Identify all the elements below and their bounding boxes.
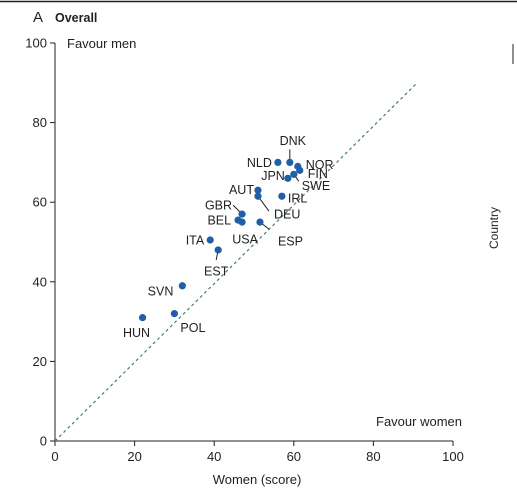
- point-label: ITA: [186, 234, 205, 248]
- point-label: SVN: [148, 284, 174, 298]
- point-label: NLD: [247, 156, 272, 170]
- data-point: [286, 158, 294, 166]
- data-point: [254, 186, 262, 194]
- ticks: 0 20 40 60 80 100 0 20 40 60 80 100: [25, 36, 464, 465]
- data-point: [138, 314, 147, 322]
- data-point: [296, 166, 304, 174]
- point-label: NOR: [306, 158, 334, 172]
- point-label: DNK: [280, 134, 307, 148]
- y-tick-label: 0: [40, 434, 47, 449]
- point-label: FIN: [308, 167, 328, 181]
- x-tick-label: 60: [287, 449, 301, 464]
- point-label: ESP: [278, 235, 303, 249]
- data-point: [170, 310, 178, 318]
- data-point: [274, 158, 282, 166]
- data-points: [138, 158, 304, 322]
- y-tick-label: 80: [33, 115, 47, 130]
- y-tick-label: 60: [33, 195, 47, 210]
- annotation-favour-women: Favour women: [376, 414, 462, 429]
- x-tick-label: 0: [51, 449, 58, 464]
- side-axis-label: Country: [487, 207, 501, 249]
- x-tick-label: 100: [442, 449, 464, 464]
- data-point: [206, 236, 214, 244]
- x-axis-label: Women (score): [213, 472, 302, 487]
- y-tick-label: 40: [33, 274, 47, 289]
- point-label: EST: [204, 264, 229, 278]
- point-label: SWE: [302, 179, 330, 193]
- point-label: GBR: [205, 199, 232, 213]
- y-tick-label: 100: [25, 36, 47, 51]
- point-label: AUT: [229, 183, 254, 197]
- point-label: JPN: [261, 169, 285, 183]
- point-label: USA: [232, 233, 258, 247]
- data-point: [256, 218, 264, 226]
- point-label: BEL: [207, 214, 231, 228]
- annotation-favour-men: Favour men: [67, 36, 136, 51]
- point-label: POL: [180, 321, 205, 335]
- panel-letter: A: [33, 9, 43, 26]
- x-tick-label: 80: [366, 449, 380, 464]
- reference-line: [54, 82, 418, 442]
- x-tick-label: 20: [127, 449, 141, 464]
- x-tick-label: 40: [207, 449, 221, 464]
- point-label: HUN: [123, 326, 150, 340]
- chart-title: Overall: [55, 11, 97, 25]
- point-label: DEU: [274, 208, 300, 222]
- data-point: [284, 174, 292, 182]
- axes: [54, 43, 453, 442]
- reference-line-group: [54, 82, 418, 442]
- data-point: [238, 218, 246, 226]
- y-tick-label: 20: [33, 354, 47, 369]
- data-point: [290, 170, 298, 178]
- data-point: [238, 210, 246, 218]
- data-point: [214, 246, 222, 254]
- data-point: [178, 282, 186, 290]
- point-label: IRL: [288, 192, 308, 206]
- data-point: [278, 192, 286, 200]
- data-point: [254, 192, 262, 200]
